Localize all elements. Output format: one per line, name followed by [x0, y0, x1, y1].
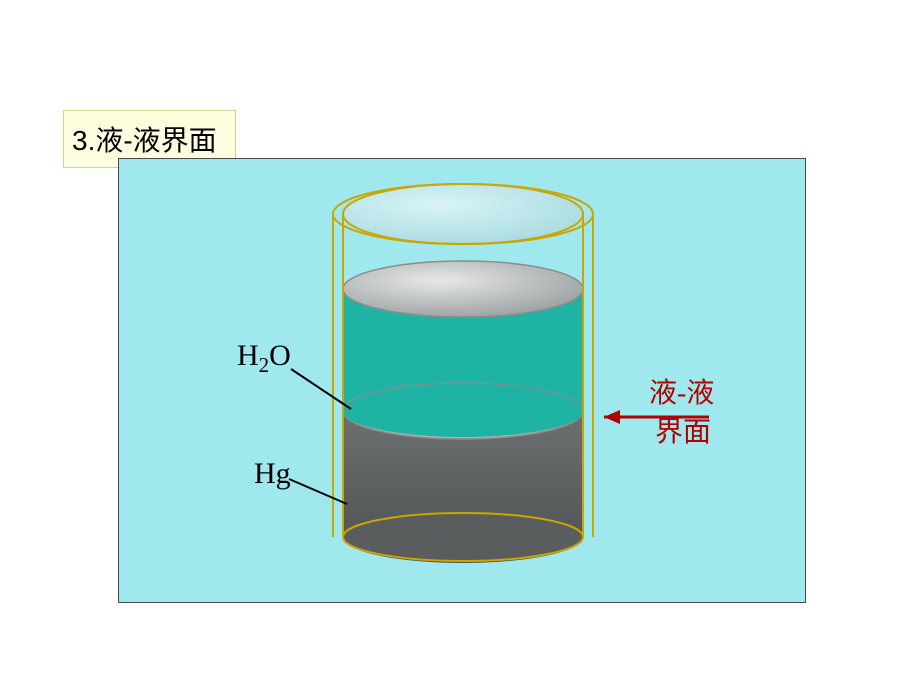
- hg-leader-line: [289, 479, 347, 504]
- beaker-bottom: [343, 513, 583, 561]
- label-interface-line1: 液-液: [649, 374, 714, 413]
- label-h2o: H2O: [237, 339, 291, 378]
- label-hg: Hg: [254, 457, 291, 491]
- label-interface-line2: 界面: [649, 413, 714, 452]
- title-text: 3.液-液界面: [72, 125, 217, 156]
- arrow-head: [604, 410, 620, 424]
- h2o-tail: O: [269, 339, 291, 372]
- figure-frame: H2O Hg 液-液 界面: [118, 158, 806, 603]
- label-interface: 液-液 界面: [649, 374, 714, 452]
- h2o-base: H: [237, 339, 259, 372]
- page-root: 3.液-液界面: [0, 0, 920, 690]
- figure-background: H2O Hg 液-液 界面: [119, 159, 805, 602]
- water-surface: [343, 261, 583, 317]
- beaker-top-inner: [343, 184, 583, 244]
- h2o-sub: 2: [259, 353, 270, 377]
